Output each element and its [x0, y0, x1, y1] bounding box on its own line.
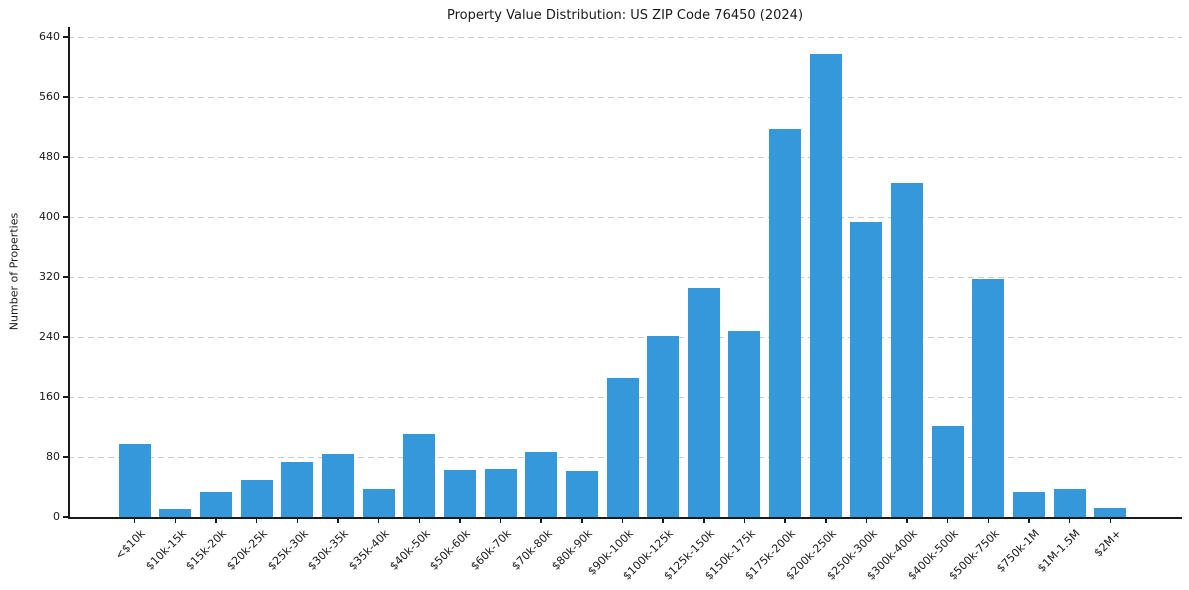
x-tick-mark	[499, 518, 502, 523]
x-tick-mark	[621, 518, 624, 523]
bar	[281, 462, 314, 517]
x-tick-mark	[703, 518, 705, 523]
x-tick-label: $60k-70k	[468, 527, 514, 573]
x-tick-mark	[825, 518, 827, 523]
y-tick-label: 480	[39, 150, 60, 163]
y-tick-label: 400	[39, 210, 60, 223]
x-tick-mark	[1068, 518, 1071, 523]
y-tick-mark	[63, 456, 68, 458]
x-tick-label: $25k-30k	[264, 527, 311, 573]
x-tick-mark	[215, 518, 217, 523]
bar	[321, 454, 354, 517]
bar	[525, 451, 558, 517]
y-tick-label: 160	[39, 390, 60, 403]
bar	[443, 469, 476, 517]
gridline	[68, 216, 1182, 218]
x-tick-mark	[418, 518, 420, 523]
bar	[687, 288, 720, 517]
bar	[728, 331, 761, 517]
bar	[118, 444, 151, 517]
x-tick-mark	[255, 518, 258, 523]
gridline	[68, 96, 1182, 98]
x-tick-mark	[662, 518, 664, 523]
y-tick-mark	[63, 96, 68, 98]
gridline	[68, 276, 1182, 278]
bar	[647, 335, 680, 517]
x-tick-mark	[784, 518, 786, 523]
x-tick-mark	[1028, 518, 1030, 523]
x-tick-label: $50k-60k	[427, 527, 474, 573]
x-tick-label: $30k-35k	[305, 527, 352, 573]
x-tick-label: $70k-80k	[508, 527, 555, 573]
x-tick-mark	[946, 518, 949, 523]
x-tick-mark	[459, 518, 461, 523]
x-tick-mark	[1109, 518, 1112, 523]
bar	[240, 479, 273, 517]
bar	[159, 508, 192, 517]
bar	[891, 183, 924, 517]
y-tick-mark	[63, 36, 68, 38]
x-tick-label: $2M+	[1091, 527, 1124, 560]
gridline	[68, 336, 1182, 338]
bar	[769, 129, 802, 517]
y-tick-label: 560	[39, 90, 60, 103]
y-tick-mark	[63, 336, 68, 338]
bar	[931, 426, 964, 517]
x-tick-mark	[865, 518, 868, 523]
bar	[403, 433, 436, 517]
bar	[1053, 489, 1086, 517]
bar	[1013, 491, 1045, 517]
x-axis-spine	[68, 516, 1182, 519]
bar	[850, 222, 883, 517]
y-tick-label: 320	[39, 270, 60, 283]
bar	[200, 491, 232, 517]
x-tick-mark	[987, 518, 990, 523]
y-tick-mark	[63, 396, 68, 398]
x-tick-mark	[133, 518, 136, 523]
y-tick-label: 0	[53, 510, 60, 523]
bar	[565, 470, 598, 517]
x-tick-label: $10k-15k	[142, 527, 189, 573]
x-tick-label: $750k-1M	[994, 527, 1043, 575]
x-tick-mark	[743, 518, 746, 523]
x-tick-label: $20k-25k	[224, 527, 270, 573]
x-tick-mark	[377, 518, 380, 523]
bar	[606, 378, 639, 517]
bar	[809, 53, 842, 517]
y-tick-label: 80	[46, 450, 60, 463]
x-tick-label: $40k-50k	[386, 527, 433, 573]
x-tick-mark	[296, 518, 299, 523]
gridline	[68, 156, 1182, 158]
y-tick-label: 240	[39, 330, 60, 343]
x-tick-label: $35k-40k	[346, 527, 392, 573]
y-tick-label: 640	[39, 30, 60, 43]
x-tick-label: $15k-20k	[183, 527, 230, 573]
bar	[362, 489, 395, 517]
gridline	[68, 36, 1182, 38]
bar	[1094, 508, 1127, 517]
y-axis-spine	[68, 27, 70, 518]
chart-title: Property Value Distribution: US ZIP Code…	[446, 8, 804, 23]
bar	[972, 278, 1005, 517]
x-tick-mark	[337, 518, 339, 523]
x-tick-mark	[540, 518, 542, 523]
x-tick-label: $1M-1.5M	[1035, 527, 1083, 575]
y-tick-mark	[63, 276, 68, 278]
x-tick-mark	[906, 518, 908, 523]
y-tick-mark	[63, 216, 68, 218]
x-tick-mark	[581, 518, 583, 523]
x-tick-label: <$10k	[112, 527, 148, 563]
y-tick-mark	[63, 156, 68, 158]
bar	[484, 469, 517, 517]
x-tick-mark	[174, 518, 177, 523]
y-tick-mark	[63, 516, 68, 518]
